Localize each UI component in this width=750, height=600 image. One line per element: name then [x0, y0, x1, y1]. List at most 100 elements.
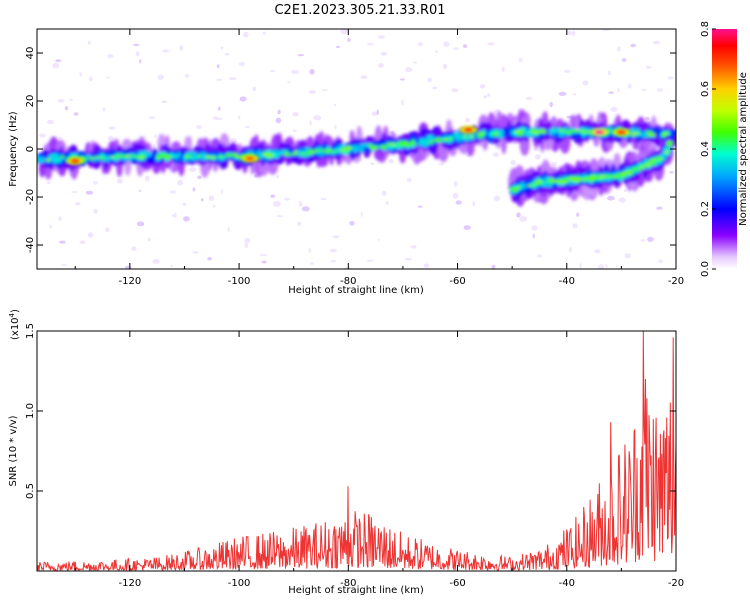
noise-speck [347, 38, 351, 42]
band-blob [346, 145, 351, 150]
noise-speck [208, 195, 215, 201]
noise-speck [336, 45, 340, 49]
noise-speck [349, 221, 355, 226]
noise-speck [572, 30, 576, 37]
noise-speck [189, 167, 197, 173]
background-noise [38, 29, 674, 269]
band-blob [492, 131, 498, 137]
noise-speck [427, 77, 432, 83]
colorbar-tick-label: 0.4 [700, 141, 711, 157]
noise-speck [442, 63, 448, 70]
noise-speck [93, 208, 98, 214]
band-blob [114, 153, 122, 157]
band-blob [184, 154, 190, 158]
x-tick-label: -100 [228, 276, 251, 287]
noise-speck [284, 197, 291, 201]
noise-speck [46, 181, 51, 184]
band-blob [645, 130, 653, 134]
band-blob [640, 132, 651, 138]
band-blob [477, 131, 485, 136]
noise-speck [57, 99, 65, 103]
noise-speck [59, 240, 66, 244]
band-blob [368, 143, 373, 149]
noise-speck [309, 69, 315, 75]
noise-speck [366, 259, 374, 262]
noise-speck [74, 201, 81, 206]
noise-speck [360, 75, 368, 79]
band-blob [272, 153, 280, 159]
noise-speck [243, 31, 249, 38]
colorbar-label: Normalized spectral amplitude [738, 72, 749, 226]
noise-speck [658, 259, 663, 264]
noise-speck [261, 260, 267, 264]
noise-speck [417, 205, 423, 208]
noise-speck [378, 63, 384, 68]
noise-speck [157, 74, 164, 80]
noise-speck [360, 211, 363, 218]
noise-speck [270, 194, 276, 198]
noise-speck [136, 221, 145, 227]
spectrogram-panel: -120 -100 -80 -60 -40 -20 40 20 0 -20 -40 Height o… [8, 28, 684, 296]
noise-speck [656, 206, 663, 210]
band-blob [359, 143, 365, 150]
noise-speck [277, 109, 281, 115]
noise-speck [239, 96, 247, 102]
noise-speck [568, 246, 573, 253]
x-tick-label: -80 [340, 276, 356, 287]
band-blob [666, 140, 675, 145]
colorbar-ticks: 0.0 0.2 0.4 0.6 0.8 [700, 21, 716, 277]
band-blob [319, 148, 324, 153]
band-blob [449, 137, 454, 141]
band-blob [599, 174, 605, 178]
noise-speck [313, 115, 322, 121]
y-tick-label: -20 [25, 189, 36, 205]
noise-speck [516, 212, 521, 218]
noise-speck [220, 46, 224, 50]
noise-speck [334, 124, 337, 130]
x-tick-label: -120 [118, 578, 141, 589]
noise-speck [617, 87, 620, 93]
noise-speck [276, 175, 280, 179]
band-blob [632, 166, 638, 172]
band-blob [419, 138, 425, 144]
band-blob [372, 145, 378, 150]
band-blob [397, 140, 406, 146]
noise-speck [640, 239, 646, 242]
band-blob [427, 140, 435, 144]
colorbar-tick-label: 0.8 [700, 21, 711, 37]
band-blob [512, 188, 520, 193]
noise-speck [608, 91, 614, 94]
noise-speck [39, 133, 46, 138]
band-blob [623, 170, 632, 175]
noise-speck [69, 98, 74, 101]
noise-speck [533, 147, 539, 152]
band-blob [616, 172, 621, 178]
band-blob [568, 177, 576, 182]
spectrogram-x-label: Height of straight line (km) [288, 285, 424, 296]
band-blob [576, 178, 582, 181]
band-blob [533, 182, 542, 186]
noise-speck [531, 225, 538, 231]
x-tick-label: -60 [449, 578, 465, 589]
noise-speck [607, 70, 611, 76]
noise-speck [238, 115, 241, 120]
snr-ticks: -120 -100 -80 -60 -40 -20 1.5 1.0 0.5 [25, 323, 684, 589]
noise-speck [370, 162, 375, 166]
noise-speck [58, 136, 62, 139]
noise-speck [371, 111, 378, 116]
band-blob [53, 158, 63, 163]
noise-speck [102, 107, 106, 112]
noise-speck [472, 201, 476, 207]
noise-speck [602, 29, 610, 32]
band-blob [262, 152, 271, 157]
noise-speck [406, 177, 412, 182]
band-blob [582, 177, 587, 182]
noise-speck [272, 201, 281, 207]
noise-speck [133, 43, 140, 47]
x-tick-label: -100 [228, 578, 251, 589]
noise-speck [105, 227, 110, 233]
band-blob [442, 138, 449, 142]
noise-speck [399, 78, 405, 81]
band-blob [89, 156, 95, 161]
noise-speck [245, 125, 250, 129]
